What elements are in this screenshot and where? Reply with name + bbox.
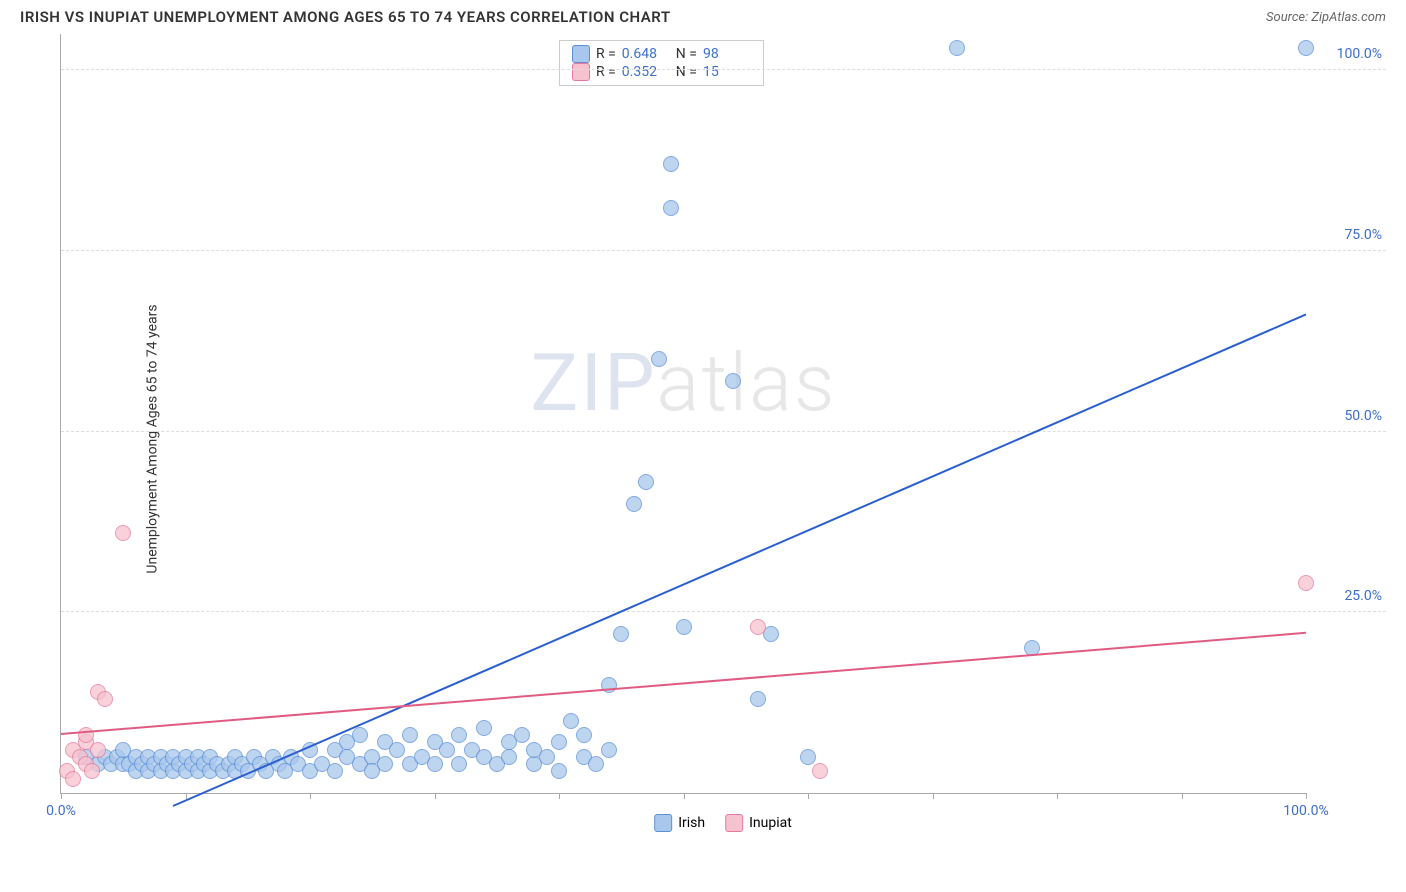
legend-swatch [725,814,743,832]
scatter-point-irish [439,742,455,758]
scatter-point-irish [514,727,530,743]
scatter-point-irish [352,727,368,743]
watermark-left: ZIP [530,336,656,430]
scatter-point-inupiat [84,763,100,779]
legend-item-irish: Irish [654,814,705,832]
stats-n-value: 15 [703,64,751,80]
scatter-point-irish [800,749,816,765]
stats-r-value: 0.352 [622,64,670,80]
gridline [61,69,1386,70]
scatter-point-irish [676,619,692,635]
scatter-point-inupiat [1298,575,1314,591]
scatter-point-irish [501,749,517,765]
scatter-point-irish [949,40,965,56]
gridline [61,431,1386,432]
scatter-point-inupiat [812,763,828,779]
stats-r-label: R = [596,64,616,80]
scatter-point-irish [651,351,667,367]
scatter-point-inupiat [97,691,113,707]
legend-label: Irish [678,815,705,831]
gridline [61,611,1386,612]
scatter-point-irish [427,756,443,772]
trendline-irish [173,314,1307,807]
legend-swatch [654,814,672,832]
scatter-point-irish [626,496,642,512]
scatter-point-irish [1298,40,1314,56]
x-tick [559,793,560,799]
legend-item-inupiat: Inupiat [725,814,792,832]
x-tick [310,793,311,799]
x-tick [933,793,934,799]
stats-row: R = 0.648 N = 98 [572,45,751,63]
x-tick-label: 0.0% [46,803,76,819]
x-tick [1057,793,1058,799]
stats-swatch [572,63,590,81]
stats-row: R = 0.352 N = 15 [572,63,751,81]
scatter-point-inupiat [115,525,131,541]
scatter-point-irish [601,742,617,758]
scatter-point-irish [539,749,555,765]
scatter-point-irish [389,742,405,758]
scatter-point-irish [327,763,343,779]
scatter-point-irish [638,474,654,490]
legend-label: Inupiat [749,815,792,831]
trendline-inupiat [61,632,1306,735]
scatter-point-irish [613,626,629,642]
stats-box: R = 0.648 N = 98 R = 0.352 N = 15 [559,40,764,86]
source-label: Source: ZipAtlas.com [1266,10,1386,25]
scatter-point-irish [588,756,604,772]
scatter-point-inupiat [90,742,106,758]
y-tick-label: 100.0% [1337,46,1382,62]
scatter-point-irish [576,727,592,743]
scatter-point-irish [663,156,679,172]
x-tick [808,793,809,799]
stats-r-label: R = [596,46,616,62]
chart-container: Unemployment Among Ages 65 to 74 years Z… [60,34,1386,844]
stats-r-value: 0.648 [622,46,670,62]
scatter-point-irish [725,373,741,389]
y-tick-label: 25.0% [1344,588,1382,604]
stats-n-value: 98 [703,46,751,62]
scatter-point-irish [750,691,766,707]
y-tick-label: 75.0% [1344,227,1382,243]
plot-area: ZIPatlas R =0.648N =98R =0.352N =15 25.0… [60,34,1306,794]
scatter-point-irish [663,200,679,216]
scatter-point-irish [476,720,492,736]
x-tick-label: 100.0% [1283,803,1328,819]
scatter-point-irish [451,756,467,772]
chart-title: IRISH VS INUPIAT UNEMPLOYMENT AMONG AGES… [20,8,671,26]
legend: Irish Inupiat [654,814,792,832]
x-tick [1306,793,1307,799]
scatter-point-irish [402,727,418,743]
scatter-point-irish [551,734,567,750]
x-tick [435,793,436,799]
gridline [61,250,1386,251]
stats-n-label: N = [676,46,697,62]
stats-swatch [572,45,590,63]
watermark: ZIPatlas [530,336,836,430]
scatter-point-irish [551,763,567,779]
scatter-point-irish [377,756,393,772]
x-tick [61,793,62,799]
scatter-point-inupiat [65,771,81,787]
stats-n-label: N = [676,64,697,80]
scatter-point-inupiat [750,619,766,635]
x-tick [684,793,685,799]
scatter-point-irish [451,727,467,743]
x-tick [1182,793,1183,799]
y-tick-label: 50.0% [1344,408,1382,424]
watermark-right: atlas [657,336,837,430]
scatter-point-irish [563,713,579,729]
